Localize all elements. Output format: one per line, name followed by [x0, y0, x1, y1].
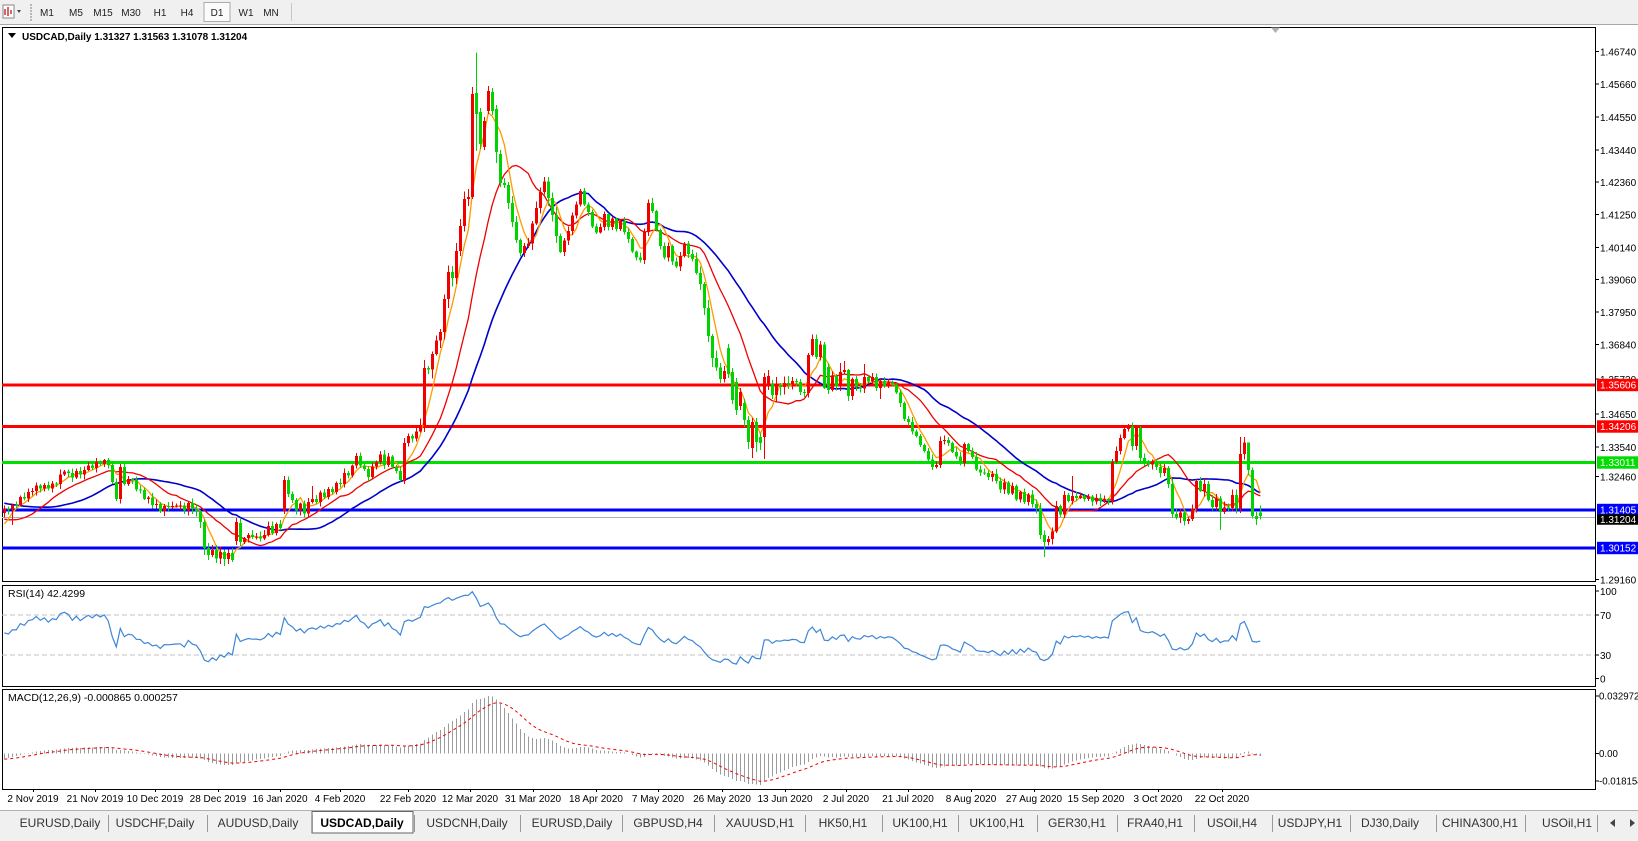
svg-text:USOil,H4: USOil,H4: [1207, 816, 1257, 830]
svg-text:2 Jul 2020: 2 Jul 2020: [823, 794, 870, 805]
svg-text:1.46740: 1.46740: [1600, 48, 1637, 59]
svg-text:1.31405: 1.31405: [1600, 506, 1637, 517]
svg-text:3 Oct 2020: 3 Oct 2020: [1134, 794, 1183, 805]
svg-text:1.37950: 1.37950: [1600, 308, 1637, 319]
svg-text:MN: MN: [263, 8, 279, 19]
svg-text:RSI(14) 42.4299: RSI(14) 42.4299: [8, 588, 85, 600]
svg-text:1.41250: 1.41250: [1600, 210, 1637, 221]
svg-text:1.35606: 1.35606: [1600, 381, 1637, 392]
svg-text:31 Mar 2020: 31 Mar 2020: [505, 794, 562, 805]
svg-text:USOil,H1: USOil,H1: [1542, 816, 1592, 830]
svg-text:HK50,H1: HK50,H1: [819, 816, 868, 830]
svg-text:4 Feb 2020: 4 Feb 2020: [315, 794, 366, 805]
svg-text:MACD(12,26,9) -0.000865 0.0002: MACD(12,26,9) -0.000865 0.000257: [8, 692, 178, 704]
svg-text:26 May 2020: 26 May 2020: [693, 794, 751, 805]
svg-text:EURUSD,Daily: EURUSD,Daily: [532, 816, 613, 830]
svg-text:1.33540: 1.33540: [1600, 443, 1637, 454]
svg-text:100: 100: [1600, 587, 1617, 598]
svg-text:7 May 2020: 7 May 2020: [632, 794, 685, 805]
svg-text:M30: M30: [121, 8, 141, 19]
svg-text:GBPUSD,H4: GBPUSD,H4: [633, 816, 703, 830]
svg-text:CHINA300,H1: CHINA300,H1: [1442, 816, 1518, 830]
svg-text:1.36840: 1.36840: [1600, 340, 1637, 351]
svg-text:UK100,H1: UK100,H1: [892, 816, 948, 830]
svg-text:1.31204: 1.31204: [1600, 515, 1637, 526]
svg-text:15 Sep 2020: 15 Sep 2020: [1068, 794, 1125, 805]
svg-text:8 Aug 2020: 8 Aug 2020: [946, 794, 997, 805]
svg-text:1.44550: 1.44550: [1600, 113, 1637, 124]
svg-text:DJ30,Daily: DJ30,Daily: [1361, 816, 1419, 830]
svg-text:M15: M15: [93, 8, 113, 19]
svg-text:GER30,H1: GER30,H1: [1048, 816, 1106, 830]
svg-text:0.032972: 0.032972: [1599, 692, 1638, 703]
svg-text:28 Dec 2019: 28 Dec 2019: [190, 794, 247, 805]
svg-text:12 Mar 2020: 12 Mar 2020: [442, 794, 499, 805]
svg-text:-0.018154: -0.018154: [1599, 777, 1638, 788]
svg-text:1.30152: 1.30152: [1600, 544, 1637, 555]
svg-text:21 Jul 2020: 21 Jul 2020: [882, 794, 934, 805]
svg-text:2 Nov 2019: 2 Nov 2019: [7, 794, 59, 805]
svg-text:D1: D1: [211, 8, 224, 19]
svg-text:M1: M1: [40, 8, 54, 19]
svg-text:70: 70: [1600, 611, 1612, 622]
svg-text:27 Aug 2020: 27 Aug 2020: [1006, 794, 1063, 805]
svg-text:1.33011: 1.33011: [1600, 458, 1636, 469]
svg-text:AUDUSD,Daily: AUDUSD,Daily: [218, 816, 299, 830]
svg-text:16 Jan 2020: 16 Jan 2020: [252, 794, 307, 805]
svg-text:FRA40,H1: FRA40,H1: [1127, 816, 1183, 830]
svg-text:1.34650: 1.34650: [1600, 410, 1637, 421]
svg-text:H4: H4: [181, 8, 194, 19]
svg-text:1.45660: 1.45660: [1600, 80, 1637, 91]
svg-text:22 Oct 2020: 22 Oct 2020: [1195, 794, 1250, 805]
svg-text:UK100,H1: UK100,H1: [969, 816, 1025, 830]
svg-text:H1: H1: [154, 8, 167, 19]
svg-text:10 Dec 2019: 10 Dec 2019: [127, 794, 184, 805]
svg-text:22 Feb 2020: 22 Feb 2020: [380, 794, 437, 805]
svg-text:18 Apr 2020: 18 Apr 2020: [569, 794, 623, 805]
svg-text:M5: M5: [69, 8, 83, 19]
svg-text:1.34206: 1.34206: [1600, 422, 1637, 433]
svg-text:30: 30: [1600, 651, 1612, 662]
svg-text:1.32460: 1.32460: [1600, 472, 1637, 483]
svg-text:1.29160: 1.29160: [1600, 576, 1637, 587]
svg-text:0.00: 0.00: [1599, 749, 1618, 760]
svg-text:USDCHF,Daily: USDCHF,Daily: [116, 816, 195, 830]
svg-text:21 Nov 2019: 21 Nov 2019: [67, 794, 124, 805]
svg-text:0: 0: [1600, 675, 1606, 686]
svg-text:1.42360: 1.42360: [1600, 178, 1637, 189]
svg-text:XAUUSD,H1: XAUUSD,H1: [726, 816, 795, 830]
svg-text:1.43440: 1.43440: [1600, 146, 1637, 157]
svg-text:13 Jun 2020: 13 Jun 2020: [757, 794, 812, 805]
svg-text:1.40140: 1.40140: [1600, 243, 1637, 254]
svg-text:EURUSD,Daily: EURUSD,Daily: [20, 816, 101, 830]
svg-text:USDCNH,Daily: USDCNH,Daily: [426, 816, 507, 830]
svg-text:1.39060: 1.39060: [1600, 275, 1637, 286]
svg-text:USDCAD,Daily 1.31327 1.31563: USDCAD,Daily 1.31327 1.31563 1.31078 1.3…: [22, 32, 248, 43]
svg-text:USDJPY,H1: USDJPY,H1: [1278, 816, 1343, 830]
svg-text:W1: W1: [239, 8, 254, 19]
svg-text:USDCAD,Daily: USDCAD,Daily: [320, 816, 404, 830]
